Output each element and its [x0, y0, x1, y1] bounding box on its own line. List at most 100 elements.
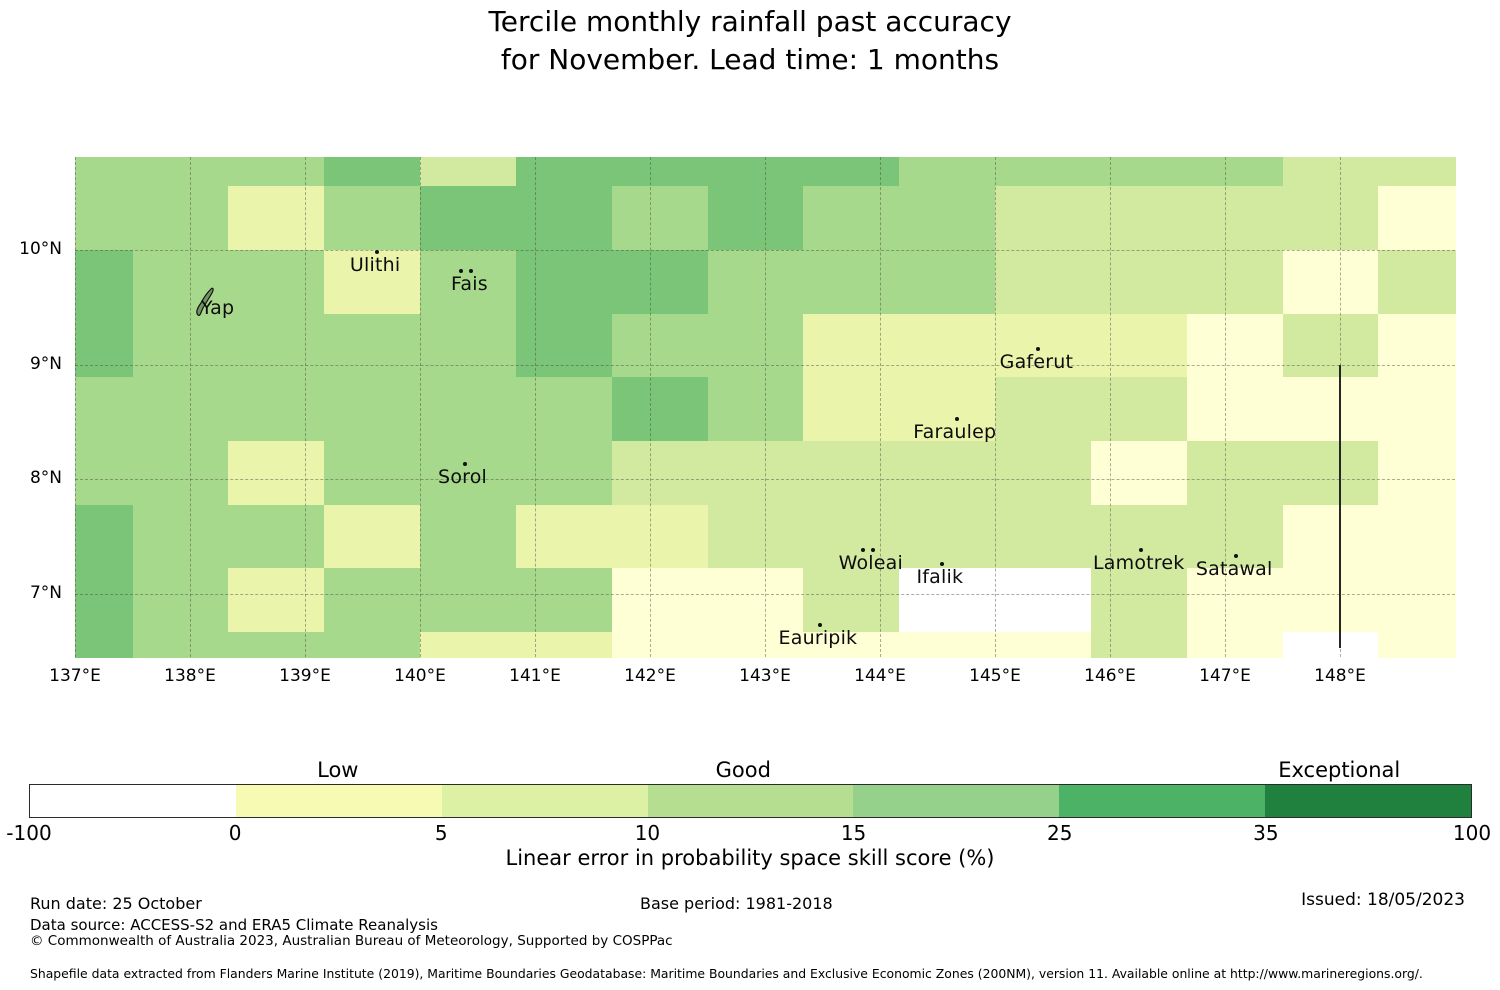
heatmap-cell [707, 157, 805, 187]
heatmap-cell [803, 313, 901, 378]
island-label: Yap [200, 297, 235, 320]
heatmap-cell [899, 441, 996, 506]
longitude-gridline [880, 157, 881, 657]
island-label: Gaferut [999, 351, 1074, 374]
heatmap-cell [1090, 632, 1188, 658]
longitude-gridline [765, 157, 766, 657]
colorbar-category-label: Low [317, 758, 359, 782]
heatmap-cell [324, 249, 421, 315]
heatmap-cell [228, 249, 326, 315]
heatmap-cell [1090, 377, 1188, 442]
x-tick-label: 144°E [854, 666, 906, 686]
heatmap-cell [75, 377, 134, 442]
heatmap-cell [132, 568, 230, 633]
heatmap-cell [515, 186, 613, 251]
heatmap-cell [803, 157, 901, 187]
heatmap-cell [1378, 632, 1456, 658]
island-marker-dot [375, 249, 380, 254]
colorbar-tick-label: 10 [634, 821, 661, 845]
heatmap-cell [420, 441, 517, 506]
latitude-gridline [75, 593, 1455, 595]
heatmap-cell [1282, 249, 1380, 315]
x-tick-label: 141°E [509, 666, 561, 686]
heatmap-cell [228, 313, 326, 378]
heatmap-cell [611, 157, 709, 187]
heatmap-cell [515, 157, 613, 187]
heatmap-cell [803, 377, 901, 442]
island-marker-dot [870, 547, 875, 552]
colorbar-tick-label: 0 [228, 821, 242, 845]
x-tick-label: 146°E [1084, 666, 1136, 686]
map-plot-area: Yap Ulithi Fais Sorol Gaferut Faraulep Woleai I… [75, 157, 1456, 658]
heatmap-cell [611, 632, 709, 658]
heatmap-cell [132, 632, 230, 658]
heatmap-cell [995, 504, 1092, 570]
colorbar-segment [441, 785, 648, 817]
heatmap-cell [1378, 157, 1456, 187]
island-label: Faraulep [913, 421, 997, 444]
heatmap-cell [707, 504, 805, 570]
heatmap-cell [995, 249, 1092, 315]
island-marker-dot [1234, 553, 1239, 558]
heatmap-cell [420, 504, 517, 570]
heatmap-cell [515, 632, 613, 658]
heatmap-cell [75, 504, 134, 570]
heatmap-cell [1282, 157, 1380, 187]
longitude-gridline [190, 157, 191, 657]
heatmap-cell [995, 157, 1092, 187]
island-marker-dot [860, 547, 865, 552]
heatmap-cell [1282, 568, 1380, 633]
heatmap-cell [132, 441, 230, 506]
colorbar-segment [1059, 785, 1266, 817]
heatmap-cell [515, 441, 613, 506]
heatmap-cell [75, 186, 134, 251]
heatmap-cell [803, 186, 901, 251]
heatmap-cell [420, 632, 517, 658]
heatmap-cell [1282, 313, 1380, 378]
heatmap-cell [611, 249, 709, 315]
chart-title: Tercile monthly rainfall past accuracy f… [0, 3, 1500, 79]
island-marker-dot [462, 461, 467, 466]
longitude-gridline [420, 157, 421, 657]
heatmap-cell [228, 568, 326, 633]
heatmap-cell [1378, 186, 1456, 251]
heatmap-cell [899, 568, 996, 633]
colorbar-segment [235, 785, 442, 817]
heatmap-cell [1090, 186, 1188, 251]
heatmap-cell [420, 249, 517, 315]
island-label: Sorol [438, 465, 488, 488]
chart-title-line1: Tercile monthly rainfall past accuracy [488, 5, 1012, 38]
heatmap-cell [515, 313, 613, 378]
island-label: Woleai [838, 551, 903, 574]
y-tick-label: 7°N [29, 582, 62, 603]
island-label: Fais [451, 273, 488, 296]
heatmap-cell [420, 157, 517, 187]
heatmap-cell [611, 313, 709, 378]
heatmap-cell [899, 504, 996, 570]
heatmap-cell [1378, 313, 1456, 378]
heatmap-cell [324, 441, 421, 506]
heatmap-cell [995, 377, 1092, 442]
heatmap-cell [132, 504, 230, 570]
colorbar-segment [1265, 785, 1472, 817]
heatmap-cell [1282, 504, 1380, 570]
heatmap-cell [75, 568, 134, 633]
heatmap-cell [132, 157, 230, 187]
heatmap-cell [228, 632, 326, 658]
island-marker-dot [817, 622, 822, 627]
heatmap-cell [707, 313, 805, 378]
heatmap-cell [420, 186, 517, 251]
heatmap-cell [515, 377, 613, 442]
heatmap-cell [228, 377, 326, 442]
heatmap-cell [324, 186, 421, 251]
heatmap-cell [611, 568, 709, 633]
longitude-gridline [1110, 157, 1111, 657]
footer-run-date: Run date: 25 October [30, 894, 202, 913]
heatmap-cell [1282, 632, 1380, 658]
heatmap-cell [515, 568, 613, 633]
x-tick-label: 148°E [1314, 666, 1366, 686]
heatmap-cell [420, 377, 517, 442]
heatmap-cell [1186, 249, 1284, 315]
x-tick-label: 137°E [49, 666, 101, 686]
heatmap-cell [324, 632, 421, 658]
